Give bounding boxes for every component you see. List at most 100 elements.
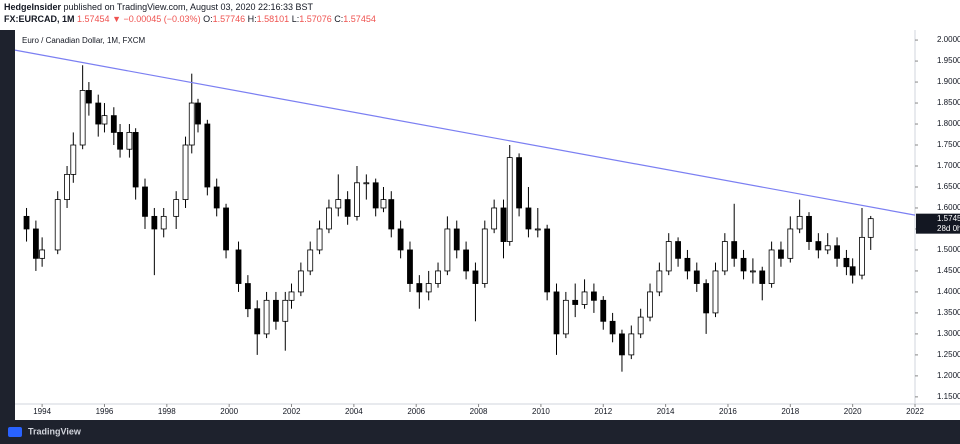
candle-body	[397, 228, 404, 251]
candle-body	[188, 102, 195, 146]
candle-body	[117, 132, 123, 150]
candle-body	[472, 270, 479, 284]
y-tick-label: 1.15000	[937, 392, 960, 401]
candle-body	[656, 270, 663, 293]
candle-body	[132, 132, 139, 188]
candle-body	[859, 236, 865, 276]
candle-body	[544, 228, 551, 293]
candle-body	[288, 291, 295, 301]
candle-body	[463, 249, 469, 272]
candle-body	[142, 186, 148, 217]
candle-body	[213, 186, 220, 209]
candle-body	[591, 291, 597, 301]
candle-body	[344, 199, 351, 217]
chart-title: Euro / Canadian Dollar, 1M, FXCM	[22, 36, 145, 45]
candle-body	[416, 283, 423, 293]
candle-body	[721, 241, 728, 272]
y-tick-label: 1.60000	[937, 203, 960, 212]
candle-body	[282, 299, 289, 322]
x-tick-label: 2006	[407, 407, 425, 416]
candle-body	[182, 144, 189, 200]
candle-body	[849, 266, 856, 276]
candle-body	[619, 333, 625, 356]
last: 1.57454	[77, 14, 110, 24]
y-tick-label: 1.85000	[937, 98, 960, 107]
candle-body	[54, 199, 61, 251]
y-tick-label: 2.00000	[937, 35, 960, 44]
candle-body	[796, 215, 803, 230]
y-tick-label: 1.35000	[937, 308, 960, 317]
candle-body	[731, 241, 738, 259]
y-tick-label: 1.80000	[937, 119, 960, 128]
y-tick-label: 1.75000	[937, 140, 960, 149]
candle-body	[506, 157, 513, 242]
candle-body	[740, 257, 747, 272]
candle-body	[834, 245, 840, 259]
candle-body	[444, 228, 451, 272]
x-tick-label: 2014	[657, 407, 675, 416]
candle-body	[759, 270, 766, 284]
candle-body	[628, 333, 635, 356]
candle-body	[204, 123, 211, 188]
candle-body	[95, 102, 102, 125]
candle-body	[647, 291, 653, 318]
x-tick-label: 2008	[470, 407, 488, 416]
candle-body	[354, 182, 360, 217]
published: published on TradingView.com, August 03,…	[64, 2, 314, 12]
ohlc-value: 1.58101	[257, 14, 290, 24]
candle-body	[273, 299, 279, 322]
x-tick-label: 2004	[345, 407, 363, 416]
ohlc-value: 1.57076	[299, 14, 332, 24]
candle-body	[749, 270, 756, 273]
change: ▼ −0.00045 (−0.03%)	[112, 14, 200, 24]
candle-body	[693, 270, 700, 284]
ohlc-label: C:	[334, 14, 343, 24]
ohlc-value: 1.57746	[213, 14, 246, 24]
candle-body	[23, 215, 30, 230]
candle-body	[867, 218, 874, 238]
ohlc-label: H:	[248, 14, 257, 24]
footer-brand: TradingView	[28, 426, 82, 436]
ohlc-label: L:	[292, 14, 300, 24]
candle-body	[843, 257, 850, 268]
y-tick-label: 1.45000	[937, 266, 960, 275]
logo-mark	[8, 427, 22, 437]
candle-body	[675, 241, 681, 259]
candle-body	[562, 299, 569, 335]
candle-body	[244, 283, 251, 310]
candle-body	[380, 199, 387, 209]
candle-body	[778, 249, 784, 259]
candle-body	[600, 299, 607, 322]
candle-body	[32, 228, 39, 259]
candle-body	[316, 228, 323, 251]
y-tick-label: 1.70000	[937, 161, 960, 170]
trendline	[14, 49, 916, 216]
candle-body	[500, 207, 507, 242]
x-tick-label: 1998	[158, 407, 176, 416]
candle-body	[388, 199, 395, 230]
candle-body	[110, 115, 117, 133]
candle-body	[254, 308, 261, 335]
symbol: FX:EURCAD, 1M	[4, 14, 75, 24]
candle-body	[126, 132, 133, 150]
x-tick-label: 1994	[33, 407, 51, 416]
footer-logo	[8, 427, 22, 437]
candle-body	[824, 245, 831, 251]
candle-body	[712, 270, 719, 314]
candle-body	[703, 283, 710, 314]
y-tick-label: 1.50000	[937, 245, 960, 254]
last-price-label: 1.57454	[937, 214, 960, 223]
candle-body	[79, 90, 86, 146]
author: HedgeInsider	[4, 2, 62, 12]
candle-body	[491, 207, 498, 230]
x-tick-label: 2012	[594, 407, 612, 416]
header-line-1: HedgeInsider published on TradingView.co…	[4, 2, 314, 12]
x-tick-label: 2000	[220, 407, 238, 416]
candle-body	[173, 199, 180, 217]
candle-body	[553, 291, 560, 335]
y-tick-label: 1.65000	[937, 182, 960, 191]
candle-body	[335, 199, 342, 209]
y-tick-label: 1.20000	[937, 371, 960, 380]
candle-body	[407, 249, 413, 284]
